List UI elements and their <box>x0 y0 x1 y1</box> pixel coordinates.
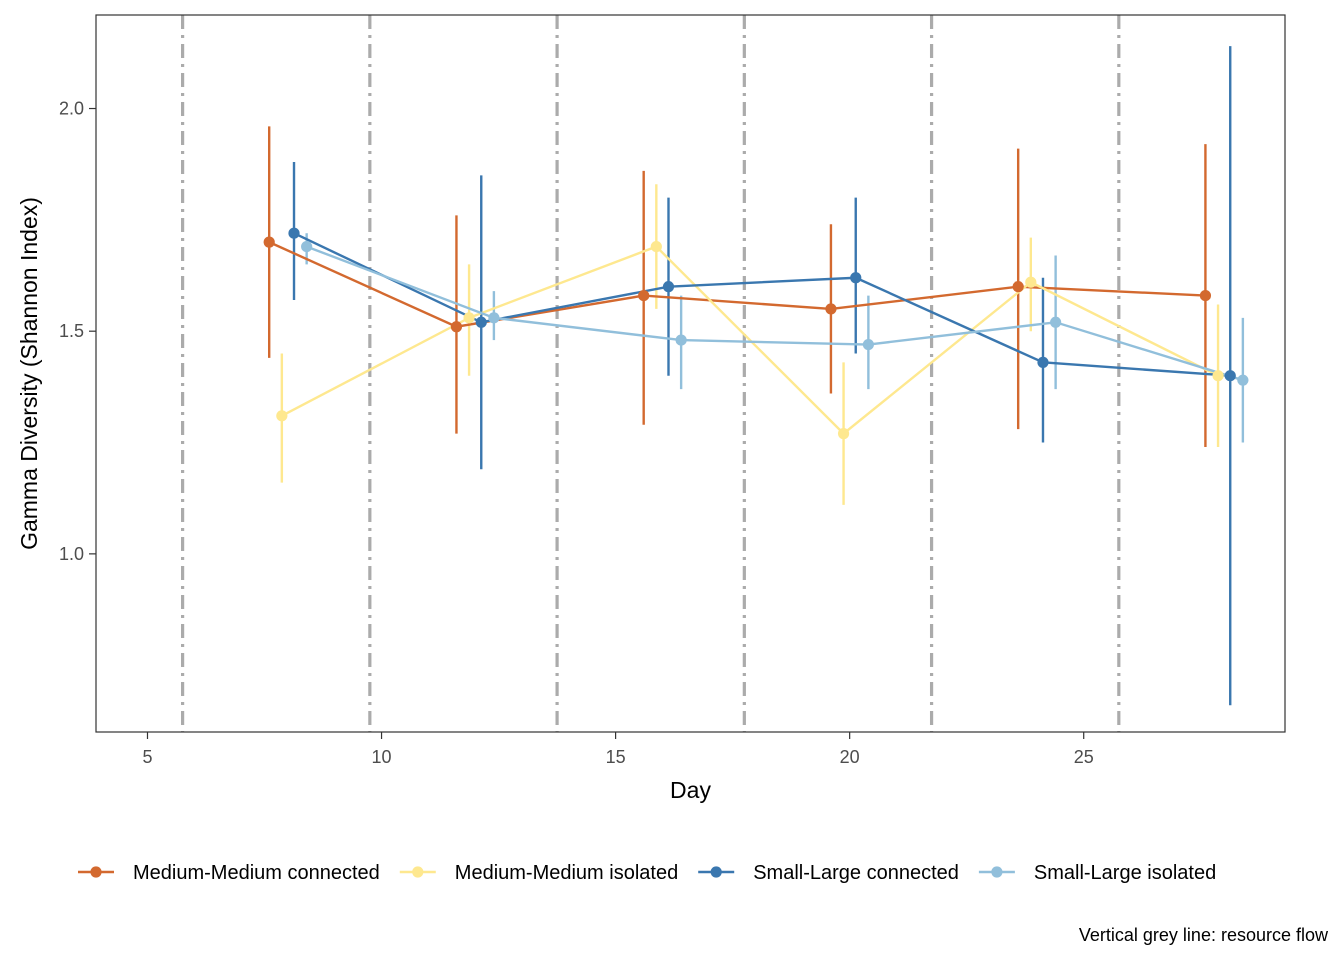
data-point-series-0 <box>638 289 650 302</box>
legend-item: Medium-Medium isolated <box>399 862 678 884</box>
x-tick-label: 10 <box>372 747 392 767</box>
data-point-series-3 <box>488 312 500 324</box>
series-line-2 <box>293 232 1231 377</box>
data-point-series-3 <box>1237 374 1249 386</box>
legend-key-point <box>991 866 1003 878</box>
data-point-series-0 <box>263 236 275 248</box>
series-line-3 <box>306 245 1244 382</box>
data-point-series-1 <box>276 410 288 422</box>
legend-label: Small-Large isolated <box>1034 862 1216 884</box>
x-tick-label: 5 <box>142 747 152 767</box>
x-axis-title: Day <box>670 777 711 803</box>
data-point-series-0 <box>1199 289 1212 302</box>
series-points <box>263 227 1249 440</box>
data-point-series-2 <box>662 281 675 293</box>
legend-label: Small-Large connected <box>753 862 959 884</box>
legend: Medium-Medium connected Medium-Medium iso… <box>78 862 1216 884</box>
legend-item: Small-Large isolated <box>978 862 1216 884</box>
data-point-series-1 <box>1212 370 1224 382</box>
x-tick-label: 25 <box>1074 747 1094 767</box>
legend-item: Small-Large connected <box>698 862 959 884</box>
x-axis: 5 10 15 20 25 <box>142 732 1094 767</box>
data-point-series-2 <box>1037 356 1049 368</box>
y-tick-label: 2.0 <box>59 99 84 119</box>
data-point-series-2 <box>475 316 487 328</box>
x-tick-label: 20 <box>840 747 860 767</box>
data-point-series-3 <box>862 338 874 351</box>
series-lines <box>268 232 1244 436</box>
data-point-series-2 <box>1224 370 1236 382</box>
plot-panel-border <box>95 14 1286 733</box>
legend-label: Medium-Medium isolated <box>455 862 678 884</box>
data-point-series-1 <box>837 428 850 440</box>
series-line-0 <box>268 241 1206 328</box>
data-point-series-3 <box>675 334 687 346</box>
caption: Vertical grey line: resource flow <box>1079 925 1329 945</box>
data-point-series-0 <box>825 303 837 315</box>
data-point-series-0 <box>1012 281 1024 293</box>
y-tick-label: 1.5 <box>59 321 84 341</box>
y-axis: 1.0 1.5 2.0 <box>59 99 96 564</box>
legend-key-point <box>412 866 424 878</box>
data-point-series-1 <box>463 312 475 324</box>
data-point-series-1 <box>1025 276 1037 288</box>
legend-item: Medium-Medium connected <box>78 862 380 884</box>
legend-key-point <box>710 866 722 878</box>
legend-key-point <box>90 866 102 878</box>
data-point-series-0 <box>450 321 463 333</box>
data-point-series-2 <box>850 272 862 284</box>
y-axis-title: Gamma Diversity (Shannon Index) <box>16 197 42 550</box>
legend-label: Medium-Medium connected <box>133 862 380 884</box>
data-point-series-1 <box>650 240 662 253</box>
data-point-series-3 <box>1050 316 1062 328</box>
data-point-series-2 <box>288 227 300 239</box>
series-line-1 <box>281 245 1219 436</box>
x-tick-label: 15 <box>606 747 626 767</box>
y-tick-label: 1.0 <box>59 544 84 564</box>
resource-flow-lines <box>181 15 1121 732</box>
data-point-series-3 <box>301 240 313 253</box>
